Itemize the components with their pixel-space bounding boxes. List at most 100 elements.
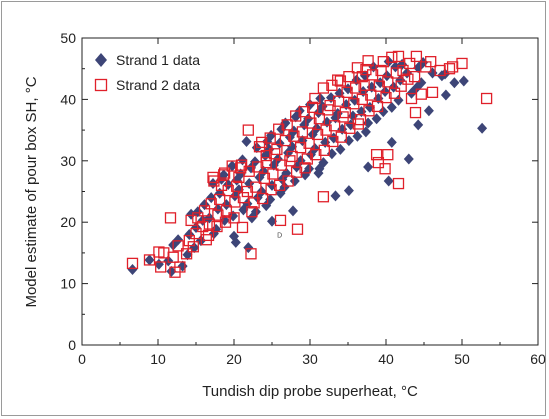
data-point-square <box>305 117 317 129</box>
data-point-square <box>356 70 368 83</box>
y-tick-label: 40 <box>60 91 76 107</box>
data-point-square <box>167 251 179 263</box>
data-point-diamond <box>311 122 322 134</box>
data-point-diamond <box>223 178 234 190</box>
data-point-square <box>408 70 421 83</box>
data-point-square <box>242 124 254 136</box>
data-point-square <box>343 70 355 83</box>
data-point-diamond <box>449 77 460 89</box>
y-tick-label: 20 <box>60 214 76 230</box>
data-point-square <box>222 184 234 197</box>
data-point-diamond <box>166 265 177 277</box>
x-tick-label: 50 <box>454 351 470 367</box>
data-point-diamond <box>184 228 195 240</box>
data-point-diamond <box>393 94 404 106</box>
data-point-square <box>362 55 374 67</box>
data-point-diamond <box>352 130 363 142</box>
data-point-square <box>328 120 341 132</box>
data-point-diamond <box>243 242 254 254</box>
data-point-square <box>211 220 223 233</box>
data-point-square <box>395 80 407 92</box>
data-point-square <box>164 212 177 224</box>
data-point-diamond <box>191 221 201 233</box>
data-point-square <box>356 93 368 106</box>
data-point-diamond <box>221 199 232 211</box>
data-point-square <box>392 177 405 190</box>
data-point-square <box>275 159 288 171</box>
data-point-square <box>198 205 211 217</box>
data-point-square <box>203 218 216 230</box>
data-point-square <box>382 149 394 161</box>
data-point-diamond <box>199 199 210 211</box>
axes: 0 10 20 30 40 50 60 0 10 20 30 40 50 <box>60 30 546 367</box>
data-point-diamond <box>192 206 203 218</box>
data-marks <box>126 50 493 278</box>
data-point-square <box>258 172 271 184</box>
data-point-square <box>286 150 298 163</box>
data-point-diamond <box>427 67 438 79</box>
data-point-square <box>296 126 309 138</box>
y-tick-label: 50 <box>60 30 76 46</box>
data-point-square <box>320 124 332 136</box>
data-point-square <box>183 234 195 247</box>
data-point-square <box>313 113 326 125</box>
data-point-square <box>245 248 257 260</box>
legend-item-strand-1: Strand 1 data <box>95 52 200 68</box>
data-point-diamond <box>330 190 341 202</box>
data-point-square <box>202 229 215 242</box>
data-point-square <box>218 167 231 179</box>
data-point-square <box>349 82 362 94</box>
data-point-square <box>392 50 405 63</box>
data-point-square <box>310 149 322 161</box>
data-point-square <box>348 98 360 110</box>
data-point-square <box>235 159 248 171</box>
data-point-square <box>402 73 414 85</box>
data-point-square <box>284 155 296 167</box>
data-point-square <box>228 212 240 224</box>
data-point-square <box>352 118 364 130</box>
data-point-square <box>143 254 156 266</box>
data-point-square <box>269 148 281 160</box>
data-point-square <box>236 221 249 234</box>
x-tick-label: 40 <box>378 351 394 367</box>
data-point-square <box>311 128 324 141</box>
data-point-diamond <box>326 148 337 160</box>
data-point-square <box>341 86 353 99</box>
legend-label-strand-1: Strand 1 data <box>116 52 200 68</box>
y-axis-label: Model estimate of pour box SH, °C <box>23 76 40 307</box>
data-point-square <box>371 100 384 113</box>
data-point-diamond <box>274 137 285 149</box>
data-point-diamond <box>258 165 269 177</box>
data-point-square <box>271 143 283 156</box>
data-point-square <box>190 227 202 240</box>
data-point-diamond <box>241 135 252 147</box>
data-point-square <box>456 57 468 70</box>
x-tick-label: 60 <box>530 351 546 367</box>
data-point-diamond <box>287 141 298 153</box>
data-point-square <box>273 123 285 135</box>
data-point-square <box>324 99 336 112</box>
y-tick-label: 30 <box>60 153 76 169</box>
data-point-square <box>335 131 347 143</box>
data-point-diamond <box>212 203 223 215</box>
data-point-diamond <box>363 117 374 129</box>
data-point-diamond <box>256 186 267 197</box>
data-point-square <box>220 205 233 217</box>
data-point-diamond <box>371 113 382 125</box>
data-point-square <box>212 209 224 221</box>
data-point-square <box>337 111 349 123</box>
data-point-square <box>279 134 292 147</box>
data-point-square <box>410 50 423 63</box>
data-point-square <box>264 132 276 144</box>
data-point-square <box>317 82 330 94</box>
series-2 <box>126 50 493 278</box>
data-point-square <box>256 192 269 205</box>
data-point-square <box>252 161 264 173</box>
data-point-square <box>126 257 139 270</box>
data-point-square <box>180 248 193 260</box>
data-point-square <box>354 113 367 126</box>
data-point-square <box>298 106 310 118</box>
data-point-diamond <box>416 77 427 89</box>
data-point-square <box>332 95 345 107</box>
